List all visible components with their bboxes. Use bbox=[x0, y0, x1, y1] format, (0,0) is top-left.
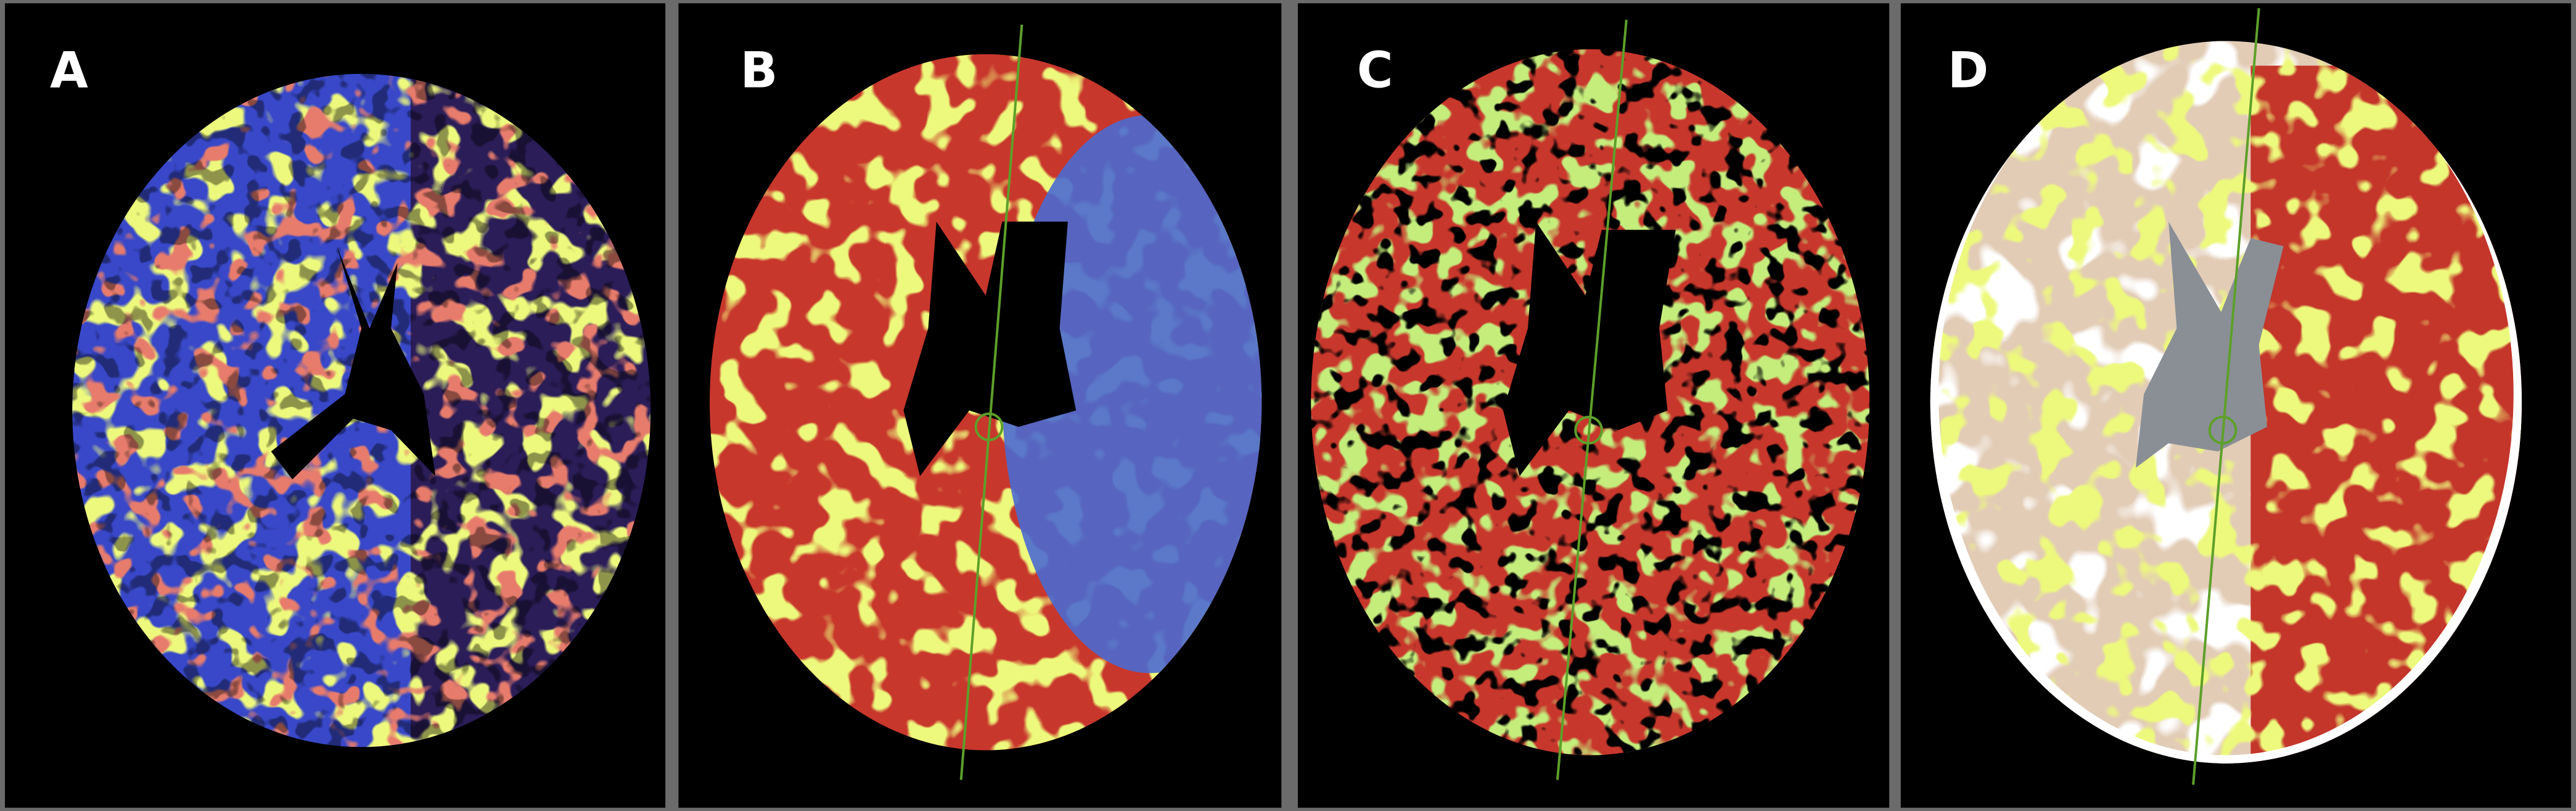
midline bbox=[2192, 8, 2260, 785]
ventricles bbox=[1503, 221, 1676, 476]
crosshair bbox=[1574, 416, 1603, 445]
brain-d bbox=[1930, 41, 2522, 764]
panel-label: A bbox=[50, 42, 88, 99]
blue-region bbox=[1002, 115, 1262, 673]
ventricles bbox=[2135, 221, 2284, 468]
midline bbox=[1556, 19, 1628, 780]
midline bbox=[959, 24, 1023, 780]
crosshair bbox=[974, 412, 1004, 442]
panel-label: B bbox=[740, 42, 778, 99]
panel-label: D bbox=[1948, 42, 1988, 99]
panels: A B C bbox=[4, 3, 2571, 808]
crosshair bbox=[2208, 416, 2238, 445]
ventricles bbox=[903, 221, 1077, 476]
ventricles bbox=[271, 246, 436, 480]
panel-label: C bbox=[1357, 42, 1393, 99]
blotch bbox=[1643, 164, 1870, 657]
